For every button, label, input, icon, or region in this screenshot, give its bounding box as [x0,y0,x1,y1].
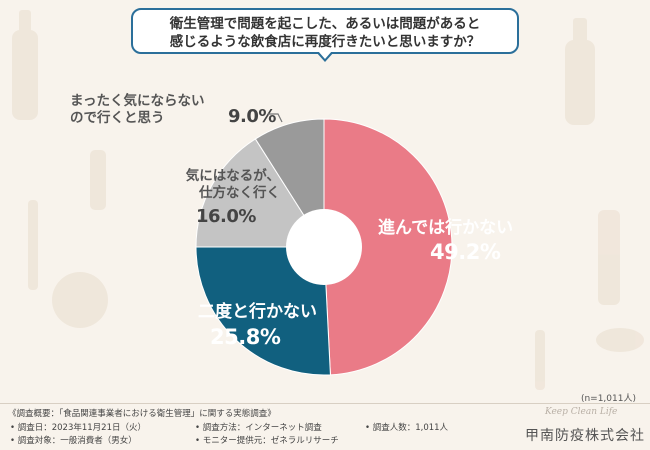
question-pointer-fill [318,51,332,59]
slice-label-1: 進んでは行かない [378,218,514,238]
slice-value-4: 9.0% [228,106,276,127]
brand-name: 甲南防疫株式会社 [525,428,645,444]
survey-method: • 調査方法：インターネット調査 [195,423,322,433]
slice-label-4-line-1: まったく気にならない [70,93,205,109]
donut-hole [286,209,362,285]
slice-value-2: 25.8% [210,325,281,349]
slice-label-4-line-2: ので行くと思う [70,110,165,126]
slice-label-3-line-2: 仕方なく行く [199,185,280,201]
survey-count: • 調査人数：1,011人 [365,423,449,433]
survey-provider: • モニター提供元：ゼネラルリサーチ [195,436,339,446]
pie-slice-1 [323,118,453,376]
sample-size: (n=1,011人) [580,394,636,404]
survey-overview: 《調査概要：「食品関連事業者における衛生管理」に関する実態調査》 [8,409,276,419]
survey-footer: 《調査概要：「食品関連事業者における衛生管理」に関する実態調査》 • 調査日：2… [0,403,650,450]
survey-date: • 調査日：2023年11月21日（火） [10,423,146,433]
slice-label-3: 気にはなるが、 仕方なく行く [162,168,280,202]
question-line-2: 感じるような飲食店に再度行きたいと思いますか？ [169,34,481,50]
slice-label-2: 二度と行かない [198,302,317,322]
slice-value-1: 49.2% [430,240,501,264]
brand-tagline: Keep Clean Life [545,407,618,417]
slice-label-4: まったく気にならない ので行くと思う [70,93,204,127]
question-box: 衛生管理で問題を起こした、あるいは問題があると 感じるような飲食店に再度行きたい… [131,8,519,54]
pie-slice-2 [195,246,331,376]
slice-4-leader-line [268,113,283,123]
slice-label-3-line-1: 気にはなるが、 [185,168,280,184]
question-line-1: 衛生管理で問題を起こした、あるいは問題があると [169,16,481,32]
slice-value-3: 16.0% [196,206,256,227]
pie-slice-3 [195,138,325,248]
survey-target: • 調査対象：一般消費者（男女） [10,436,137,446]
